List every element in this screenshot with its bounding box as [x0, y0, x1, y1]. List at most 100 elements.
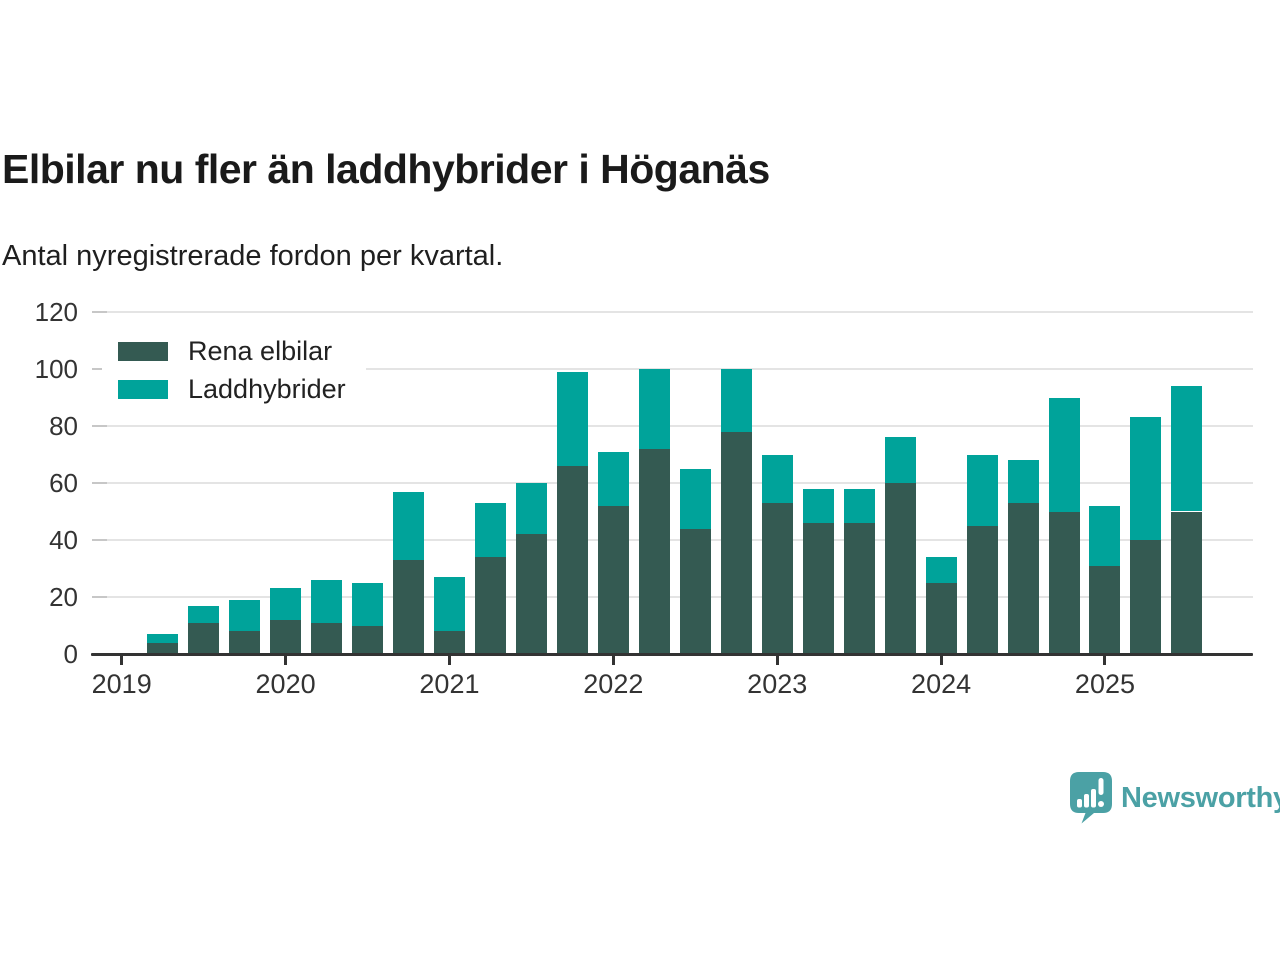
bar-rena-elbilar-2023-q3	[843, 522, 875, 654]
bar-rena-elbilar-2019-q2	[147, 642, 179, 654]
bar-laddhybrider-2024-q4	[1048, 397, 1080, 512]
x-axis-label: 2025	[1074, 669, 1135, 699]
gridline-60	[93, 482, 1253, 484]
bar-laddhybrider-2024-q2	[966, 454, 998, 526]
x-axis-tick-2023	[775, 655, 779, 665]
x-axis-label: 2023	[747, 669, 808, 699]
y-axis-label: 20	[49, 582, 78, 612]
newsworthy-branding: Newsworthy	[1070, 772, 1280, 824]
bar-laddhybrider-2023-q4	[884, 437, 916, 483]
bar-rena-elbilar-2022-q4	[720, 431, 752, 654]
y-axis-label: 80	[49, 411, 78, 441]
bar-rena-elbilar-2022-q1	[597, 505, 629, 654]
bar-rena-elbilar-2023-q4	[884, 483, 916, 654]
x-axis-label: 2024	[911, 669, 972, 699]
bar-laddhybrider-2020-q1	[270, 588, 302, 620]
bar-rena-elbilar-2021-q1	[433, 631, 465, 654]
x-axis-tick-2022	[611, 655, 615, 665]
x-axis-label: 2019	[91, 669, 152, 699]
x-axis-tick-2020	[284, 655, 288, 665]
bar-laddhybrider-2022-q4	[720, 369, 752, 432]
legend-label: Laddhybrider	[188, 374, 346, 404]
bar-rena-elbilar-2021-q3	[515, 534, 547, 654]
x-axis-line	[91, 653, 1253, 656]
x-axis-tick-2025	[1103, 655, 1107, 665]
bar-rena-elbilar-2024-q4	[1048, 511, 1080, 654]
x-axis-tick-2019	[120, 655, 124, 665]
legend-label: Rena elbilar	[188, 336, 333, 366]
bar-rena-elbilar-2024-q3	[1007, 502, 1039, 654]
legend-item-rena-elbilar: Rena elbilar	[118, 336, 346, 366]
bar-laddhybrider-2025-q3	[1171, 386, 1203, 512]
bar-rena-elbilar-2025-q1	[1089, 565, 1121, 654]
chart-subtitle: Antal nyregistrerade fordon per kvartal.	[2, 240, 504, 272]
bar-laddhybrider-2021-q2	[474, 502, 506, 558]
x-axis-label: 2022	[583, 669, 644, 699]
y-axis-tick-40	[92, 539, 107, 541]
bar-laddhybrider-2020-q2	[311, 579, 343, 623]
bar-laddhybrider-2023-q2	[802, 488, 834, 523]
bar-laddhybrider-2019-q4	[229, 599, 261, 632]
newsworthy-wordmark: Newsworthy	[1121, 781, 1280, 814]
y-axis-label: 0	[63, 639, 78, 669]
gridline-80	[93, 425, 1253, 427]
bar-rena-elbilar-2020-q3	[352, 625, 384, 654]
y-axis-label: 120	[34, 297, 78, 327]
y-axis-tick-120	[92, 311, 107, 313]
bar-rena-elbilar-2021-q4	[556, 465, 588, 654]
gridline-40	[93, 539, 1253, 541]
bar-laddhybrider-2025-q1	[1089, 505, 1121, 566]
bar-laddhybrider-2021-q1	[433, 577, 465, 632]
bar-rena-elbilar-2019-q4	[229, 631, 261, 654]
y-axis-label: 60	[49, 468, 78, 498]
bar-laddhybrider-2020-q4	[392, 491, 424, 560]
bar-rena-elbilar-2022-q3	[679, 528, 711, 654]
bar-rena-elbilar-2019-q3	[188, 622, 220, 654]
bar-laddhybrider-2022-q2	[638, 369, 670, 449]
x-axis-label: 2020	[255, 669, 316, 699]
y-axis-tick-20	[92, 596, 107, 598]
bar-laddhybrider-2019-q2	[147, 634, 179, 643]
bar-rena-elbilar-2024-q2	[966, 525, 998, 654]
y-axis-label: 100	[34, 354, 78, 384]
bar-rena-elbilar-2020-q1	[270, 619, 302, 654]
gridline-100	[93, 368, 1253, 370]
bar-laddhybrider-2024-q1	[925, 557, 957, 583]
bar-laddhybrider-2025-q2	[1130, 417, 1162, 540]
y-axis-label: 40	[49, 525, 78, 555]
bar-laddhybrider-2023-q1	[761, 454, 793, 503]
bar-rena-elbilar-2022-q2	[638, 448, 670, 654]
legend-swatch-rena-elbilar	[118, 342, 168, 361]
bar-laddhybrider-2022-q1	[597, 451, 629, 506]
legend-swatch-laddhybrider	[118, 380, 168, 399]
gridline-120	[93, 311, 1253, 313]
bar-rena-elbilar-2020-q4	[392, 559, 424, 654]
newsworthy-logo-icon	[1070, 772, 1112, 824]
bar-rena-elbilar-2023-q2	[802, 522, 834, 654]
chart-legend: Rena elbilar Laddhybrider	[102, 328, 366, 413]
bar-rena-elbilar-2024-q1	[925, 582, 957, 654]
bar-laddhybrider-2022-q3	[679, 468, 711, 529]
chart-title: Elbilar nu fler än laddhybrider i Höganä…	[2, 146, 770, 192]
bar-rena-elbilar-2025-q3	[1171, 511, 1203, 654]
bar-laddhybrider-2024-q3	[1007, 460, 1039, 503]
x-axis-tick-2024	[939, 655, 943, 665]
bar-rena-elbilar-2025-q2	[1130, 540, 1162, 654]
bar-laddhybrider-2020-q3	[352, 582, 384, 626]
x-axis-label: 2021	[419, 669, 480, 699]
bar-laddhybrider-2023-q3	[843, 488, 875, 523]
gridline-20	[93, 596, 1253, 598]
bar-laddhybrider-2019-q3	[188, 605, 220, 623]
y-axis-tick-100	[92, 368, 107, 370]
bar-rena-elbilar-2023-q1	[761, 502, 793, 654]
bar-rena-elbilar-2020-q2	[311, 622, 343, 654]
legend-item-laddhybrider: Laddhybrider	[118, 374, 346, 404]
bar-rena-elbilar-2021-q2	[474, 557, 506, 654]
bar-laddhybrider-2021-q3	[515, 483, 547, 535]
y-axis-tick-80	[92, 425, 107, 427]
bar-laddhybrider-2021-q4	[556, 371, 588, 466]
x-axis-tick-2021	[447, 655, 451, 665]
y-axis-tick-60	[92, 482, 107, 484]
